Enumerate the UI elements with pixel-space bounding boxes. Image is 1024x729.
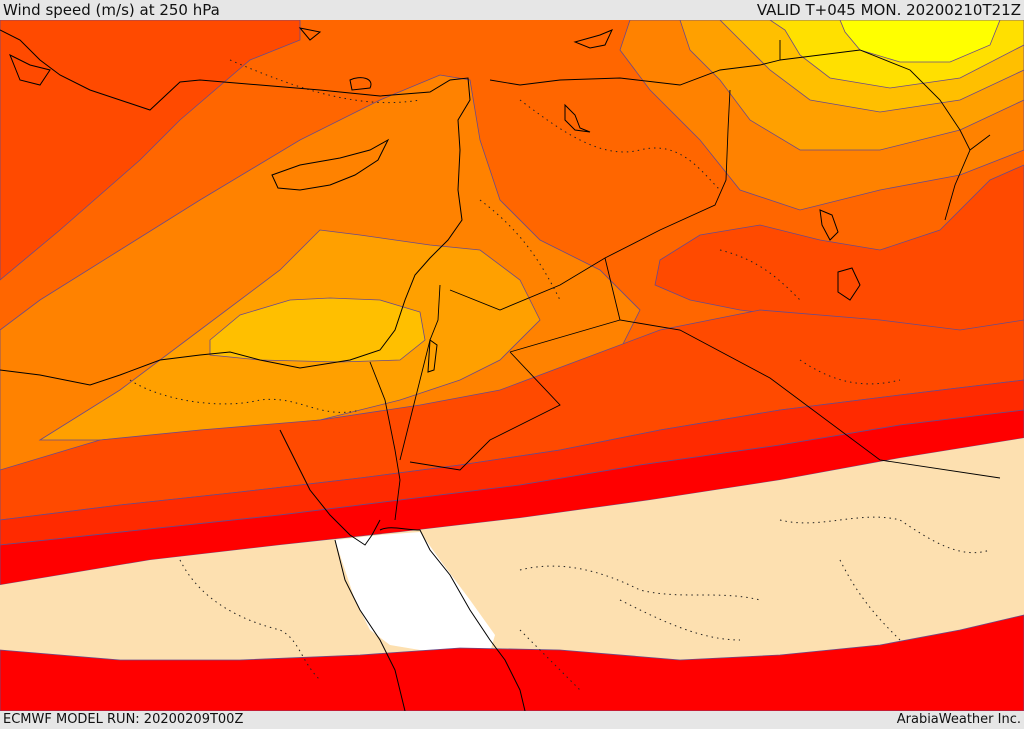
- band-fill-20-30: [0, 438, 1024, 660]
- valid-time: VALID T+045 MON. 20200210T21Z: [756, 1, 1021, 19]
- footer-bar: ECMWF MODEL RUN: 20200209T00Z ArabiaWeat…: [0, 711, 1024, 729]
- credit-label: ArabiaWeather Inc.: [896, 712, 1021, 727]
- band-fill-75-80-ne: [839, 20, 1001, 63]
- wind-speed-map: [0, 20, 1024, 711]
- band-fill-45-50: [0, 20, 301, 281]
- header-bar: Wind speed (m/s) at 250 hPa VALID T+045 …: [0, 0, 1024, 20]
- band-fill-30-40-south: [0, 614, 1024, 711]
- band-fill-65-70: [209, 297, 426, 363]
- model-run-label: ECMWF MODEL RUN: 20200209T00Z: [3, 712, 244, 727]
- dotted-boundaries: [129, 59, 991, 691]
- map-title: Wind speed (m/s) at 250 hPa: [3, 1, 220, 19]
- calm-area: [335, 532, 495, 652]
- political-borders: [369, 40, 1001, 521]
- band-fill-45-50-east: [654, 164, 1024, 341]
- coastlines: [0, 27, 861, 711]
